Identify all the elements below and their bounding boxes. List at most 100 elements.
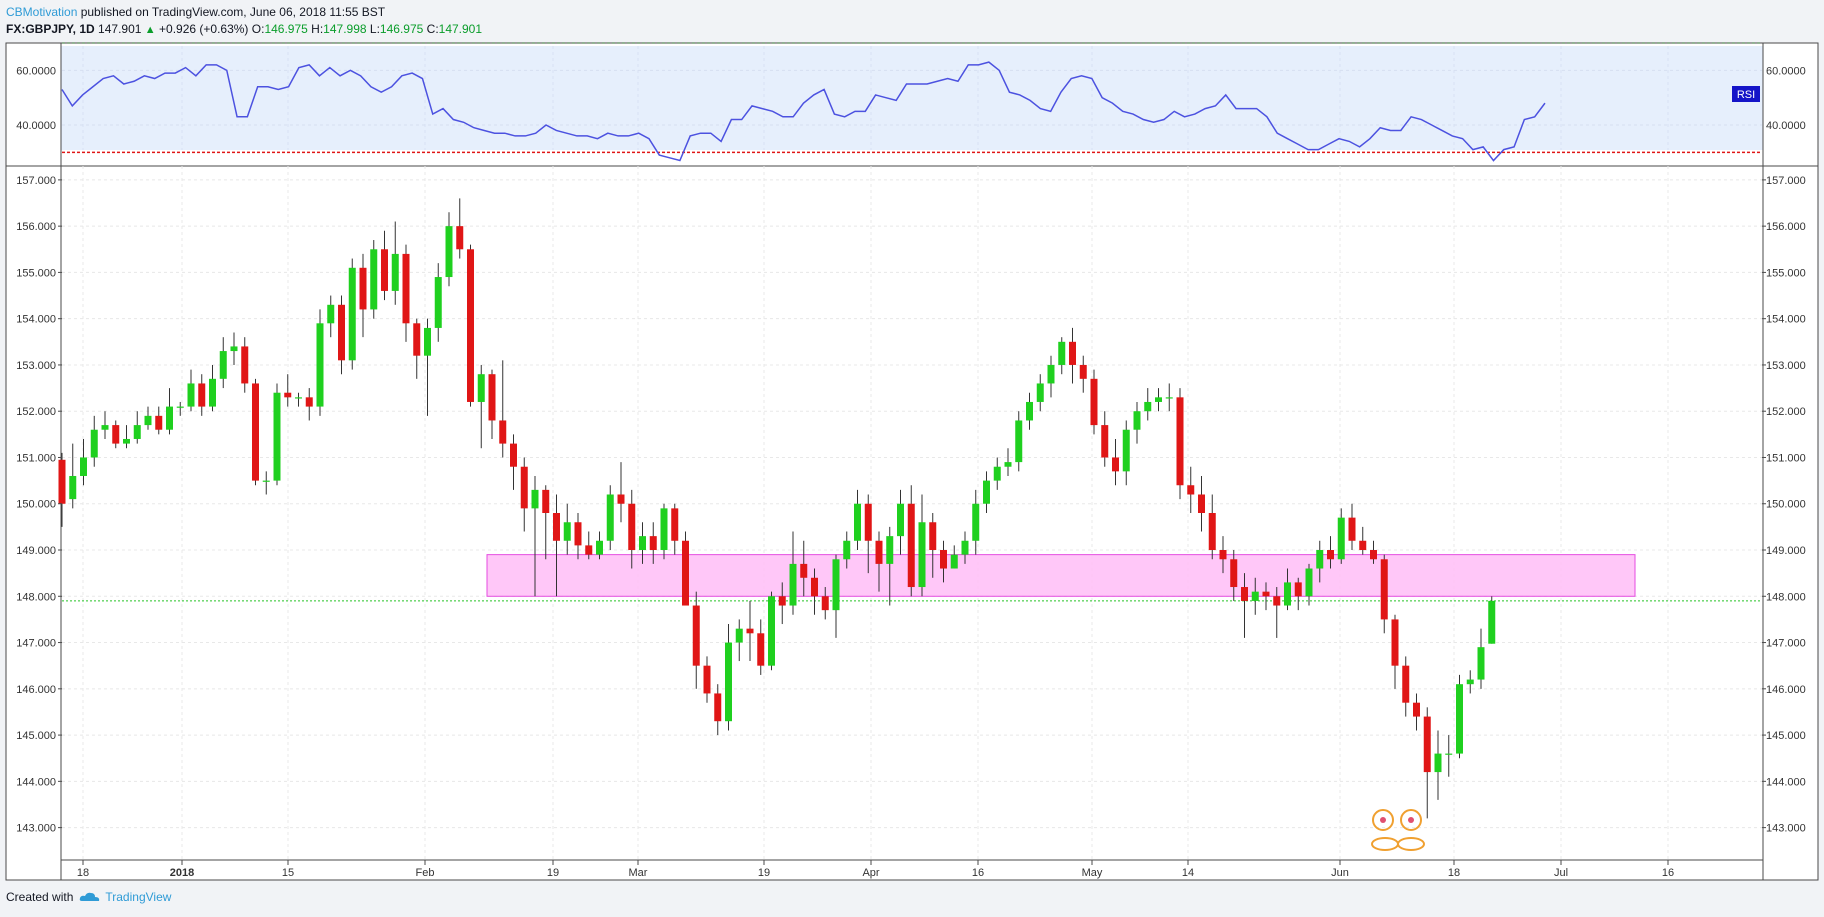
candle-up [918, 522, 926, 588]
time-tick-label: 14 [1182, 867, 1194, 879]
candle-up [1036, 383, 1044, 402]
time-tick-label: 16 [1662, 867, 1674, 879]
candle-down [338, 304, 345, 361]
candle-series [58, 198, 1496, 819]
price-tick-left: 150.000 [16, 499, 56, 511]
author-link[interactable]: CBMotivation [6, 5, 78, 19]
candle-up [327, 304, 335, 324]
price-tick-left: 145.000 [16, 730, 56, 742]
candle-down [649, 536, 657, 551]
candle-up [1015, 420, 1023, 463]
time-tick-label: 15 [282, 867, 294, 879]
candle-down [488, 374, 496, 421]
candle-down [757, 633, 765, 666]
candle-down [1241, 587, 1248, 601]
candle-down [1359, 540, 1367, 551]
candle-up [725, 642, 732, 722]
candle-up [1122, 429, 1130, 472]
candle-down [252, 383, 259, 481]
candle-down [585, 545, 593, 555]
candle-down [456, 226, 464, 250]
candle-up [273, 392, 281, 481]
candle-down [800, 563, 808, 578]
candle-down [413, 323, 421, 356]
price-tick-right: 147.000 [1766, 638, 1806, 650]
time-tick-label: Jul [1554, 867, 1568, 879]
symbol-label: FX:GBPJPY, 1D [6, 22, 95, 36]
candle-down [671, 508, 679, 541]
candle-up [90, 429, 98, 458]
price-tick-right: 148.000 [1766, 591, 1806, 603]
candle-up [639, 536, 646, 551]
candle-up [1155, 397, 1162, 402]
candle-down [467, 249, 474, 402]
time-tick-label: 18 [1448, 867, 1460, 879]
close-label: C: [426, 22, 439, 36]
candle-up [531, 489, 539, 509]
price-tick-left: 149.000 [16, 545, 56, 557]
candle-up [950, 554, 958, 569]
candle-down [907, 503, 915, 588]
price-tick-left: 152.000 [16, 406, 56, 418]
candle-up [1165, 397, 1173, 399]
candle-up [1305, 568, 1313, 597]
cloud-icon [80, 892, 100, 901]
candle-up [1047, 364, 1055, 384]
tradingview-link[interactable]: TradingView [79, 890, 171, 904]
candle-up [993, 466, 1001, 481]
candle-up [1456, 684, 1463, 754]
candle-up [1026, 401, 1033, 421]
price-tick-left: 151.000 [16, 452, 56, 464]
rsi-tick-right: 60.0000 [1766, 65, 1806, 77]
candle-down [1208, 513, 1216, 551]
price-tick-right: 153.000 [1766, 360, 1806, 372]
candle-down [1187, 485, 1195, 495]
candle-down [574, 522, 582, 546]
candle-up [1058, 341, 1066, 365]
candle-down [692, 605, 700, 666]
candle-down [746, 628, 754, 634]
candle-down [1413, 702, 1420, 717]
candle-down [1294, 582, 1302, 597]
candle-down [112, 425, 120, 444]
candle-down [305, 397, 313, 407]
candle-up [348, 267, 356, 361]
candle-up [424, 327, 431, 356]
candle-down [821, 596, 829, 611]
candle-up [166, 406, 173, 430]
price-tick-left: 155.000 [16, 267, 56, 279]
candle-down [811, 577, 818, 597]
candle-down [1198, 494, 1205, 513]
candle-up [1337, 517, 1345, 560]
price-tick-right: 151.000 [1766, 452, 1806, 464]
publish-info: published on TradingView.com, June 06, 2… [77, 5, 386, 19]
candle-down [864, 503, 872, 541]
candle-up [1434, 753, 1442, 773]
publish-line: CBMotivation published on TradingView.co… [6, 4, 385, 20]
candle-up [1004, 462, 1012, 467]
candle-down [1101, 425, 1109, 458]
axis-labels: 157.000 157.000 156.000 156.000 155.000 155.0… [16, 65, 1806, 879]
candle-down [875, 540, 883, 564]
candle-down [1112, 457, 1119, 472]
candle-up [596, 540, 603, 555]
candle-up [295, 397, 302, 399]
time-tick-label: 19 [758, 867, 770, 879]
candle-up [1466, 679, 1474, 685]
price-tick-left: 153.000 [16, 360, 56, 372]
price-tick-left: 143.000 [16, 823, 56, 835]
candle-down [1391, 619, 1399, 666]
candle-up [789, 563, 797, 606]
price-tick-right: 157.000 [1766, 175, 1806, 187]
candle-down [1380, 559, 1388, 620]
candle-down [1219, 550, 1227, 560]
price-tick-right: 149.000 [1766, 545, 1806, 557]
candle-down [499, 420, 507, 444]
time-tick-label: 19 [547, 867, 559, 879]
candle-up [1445, 753, 1453, 755]
price-tick-right: 144.000 [1766, 776, 1806, 788]
candle-up [80, 457, 87, 476]
candle-down [1230, 559, 1238, 588]
candle-up [735, 628, 743, 643]
